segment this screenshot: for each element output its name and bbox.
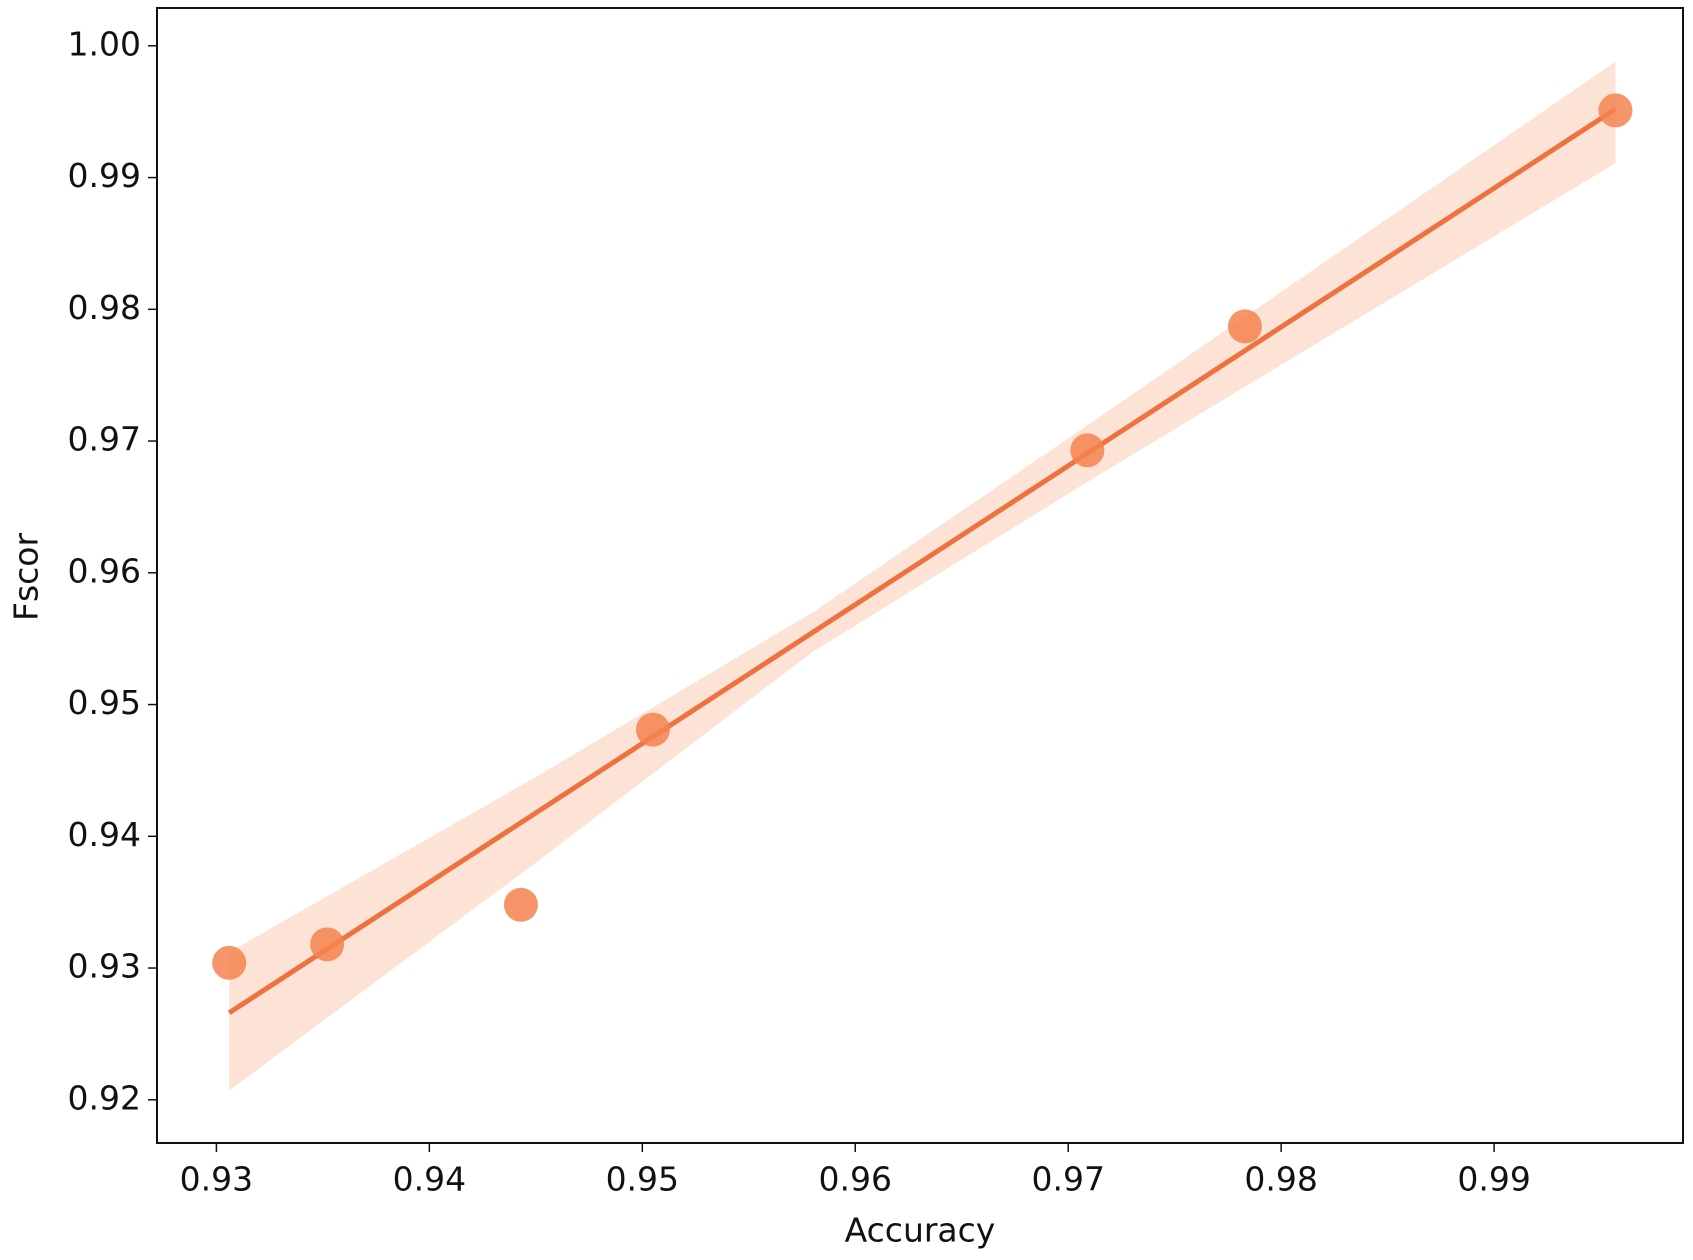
x-tick-label: 0.93 — [180, 1160, 253, 1199]
y-axis-label: Fscor — [7, 533, 46, 622]
x-tick-label: 0.99 — [1457, 1160, 1530, 1199]
x-tick-label: 0.94 — [393, 1160, 466, 1199]
x-tick-label: 0.96 — [819, 1160, 892, 1199]
y-tick-label: 1.00 — [68, 24, 141, 63]
confidence-band — [229, 61, 1616, 1091]
y-tick-label: 0.93 — [68, 947, 141, 986]
plot-frame — [156, 7, 1684, 1144]
point — [1070, 433, 1105, 468]
y-tick-label: 0.95 — [68, 683, 141, 722]
x-tick-label: 0.98 — [1244, 1160, 1317, 1199]
x-tick-label: 0.97 — [1031, 1160, 1104, 1199]
point — [212, 945, 247, 980]
point — [1227, 309, 1262, 344]
x-tick-label: 0.95 — [606, 1160, 679, 1199]
point — [310, 927, 345, 962]
x-axis-label: Accuracy — [845, 1211, 996, 1250]
y-tick-label: 0.99 — [68, 156, 141, 195]
point — [635, 712, 670, 747]
fit-line — [227, 106, 1617, 1015]
point — [503, 887, 538, 922]
y-tick-label: 0.97 — [68, 420, 141, 459]
y-tick-label: 0.98 — [68, 288, 141, 327]
point — [1598, 93, 1633, 128]
y-tick-label: 0.92 — [68, 1078, 141, 1117]
y-tick-label: 0.94 — [68, 815, 141, 854]
y-tick-label: 0.96 — [68, 551, 141, 590]
